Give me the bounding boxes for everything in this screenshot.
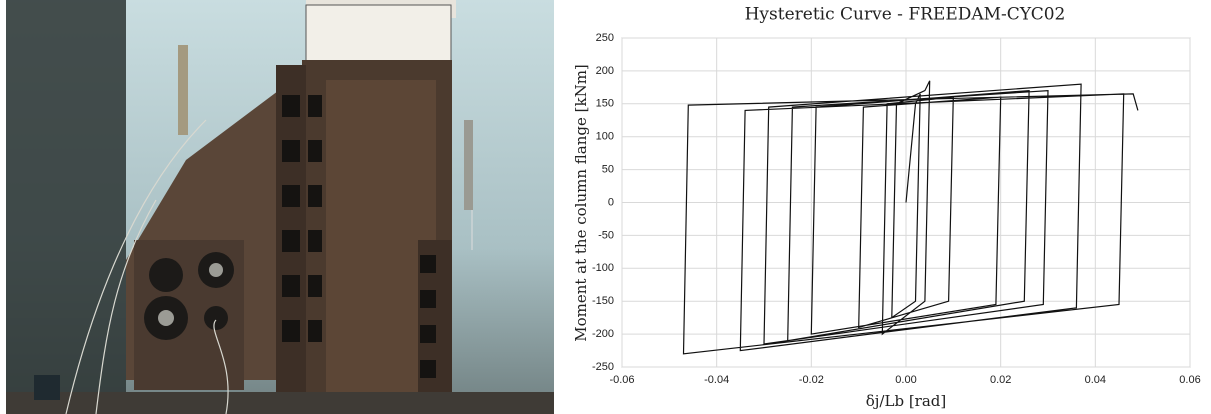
y-tick-label: 250	[596, 32, 614, 44]
y-tick-label: 200	[596, 65, 614, 77]
y-tick-label: 0	[608, 196, 614, 208]
y-tick-label: -200	[592, 328, 614, 340]
y-axis-label: Moment at the column flange [kNm]	[572, 64, 590, 342]
y-tick-label: 100	[596, 131, 614, 143]
chart: Hysteretic Curve - FREEDAM-CYC02 Moment …	[572, 5, 1201, 411]
x-tick-label: 0.06	[1179, 374, 1200, 386]
y-tick-label: -250	[592, 361, 614, 373]
x-tick-label: -0.04	[704, 374, 729, 386]
x-tick-label: 0.04	[1085, 374, 1106, 386]
x-tick-label: -0.06	[609, 374, 634, 386]
x-tick-label: -0.02	[799, 374, 824, 386]
x-axis-label: δj/Lb [rad]	[866, 392, 947, 410]
x-tick-label: 0.02	[990, 374, 1011, 386]
y-tick-label: 150	[596, 98, 614, 110]
y-tick-label: 50	[602, 164, 614, 176]
y-tick-label: -150	[592, 295, 614, 307]
y-tick-label: -50	[598, 229, 614, 241]
chart-title: Hysteretic Curve - FREEDAM-CYC02	[745, 5, 1066, 25]
hysteresis-curve	[682, 80, 1139, 355]
y-tick-label: -100	[592, 262, 614, 274]
test-setup-photo	[6, 0, 554, 414]
x-tick-label: 0.00	[895, 374, 916, 386]
